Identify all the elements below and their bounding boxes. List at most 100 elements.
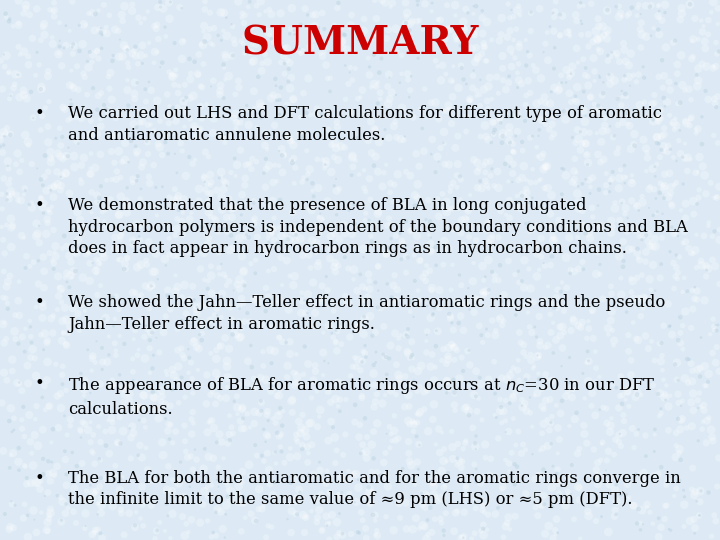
Point: [500, 85, 512, 94]
Point: [215, 168, 227, 177]
Point: [6, 367, 18, 375]
Point: [193, 50, 204, 59]
Point: [123, 509, 135, 517]
Point: [43, 97, 55, 106]
Point: [219, 225, 230, 233]
Point: [320, 157, 332, 165]
Point: [670, 360, 681, 369]
Point: [94, 255, 105, 264]
Point: [480, 132, 492, 141]
Point: [266, 323, 277, 332]
Point: [35, 195, 47, 204]
Point: [286, 73, 297, 82]
Point: [384, 179, 396, 187]
Point: [408, 313, 419, 321]
Point: [168, 251, 179, 260]
Point: [294, 45, 305, 53]
Point: [228, 397, 240, 406]
Point: [100, 441, 112, 450]
Point: [0, 267, 9, 276]
Point: [351, 286, 363, 295]
Point: [180, 309, 192, 318]
Point: [37, 299, 48, 307]
Point: [153, 474, 164, 483]
Point: [607, 381, 618, 390]
Point: [594, 260, 606, 269]
Point: [89, 227, 101, 235]
Point: [498, 316, 509, 325]
Point: [205, 271, 217, 280]
Point: [606, 174, 618, 183]
Point: [689, 488, 701, 496]
Point: [628, 140, 639, 149]
Point: [387, 198, 399, 206]
Point: [676, 415, 688, 423]
Point: [95, 456, 107, 464]
Point: [607, 167, 618, 176]
Point: [45, 314, 57, 323]
Point: [104, 84, 115, 93]
Point: [676, 4, 688, 12]
Point: [44, 249, 55, 258]
Point: [204, 8, 216, 17]
Point: [194, 196, 205, 205]
Point: [137, 501, 148, 509]
Point: [50, 360, 62, 369]
Point: [662, 426, 674, 435]
Point: [276, 281, 288, 289]
Point: [346, 470, 358, 478]
Point: [91, 268, 102, 277]
Point: [249, 219, 261, 228]
Point: [325, 417, 337, 426]
Point: [194, 301, 205, 309]
Point: [383, 214, 395, 222]
Point: [35, 330, 47, 339]
Point: [469, 495, 481, 504]
Point: [93, 259, 104, 267]
Point: [604, 179, 616, 188]
Point: [128, 120, 140, 129]
Point: [317, 9, 328, 17]
Point: [640, 431, 652, 440]
Point: [207, 129, 219, 137]
Point: [564, 89, 575, 98]
Point: [357, 282, 369, 291]
Point: [511, 198, 523, 206]
Point: [649, 172, 661, 181]
Point: [508, 12, 519, 21]
Point: [322, 519, 333, 528]
Point: [184, 215, 196, 224]
Point: [564, 269, 576, 278]
Point: [402, 347, 413, 356]
Point: [274, 96, 286, 104]
Point: [144, 179, 156, 187]
Point: [358, 26, 369, 35]
Point: [399, 132, 410, 141]
Point: [143, 172, 155, 181]
Point: [418, 387, 430, 396]
Point: [98, 100, 109, 109]
Point: [35, 126, 47, 134]
Point: [191, 342, 202, 351]
Point: [167, 72, 179, 81]
Point: [635, 525, 647, 534]
Point: [356, 508, 367, 517]
Point: [99, 205, 111, 214]
Point: [610, 510, 621, 519]
Point: [364, 215, 375, 224]
Point: [87, 352, 99, 360]
Point: [184, 483, 196, 491]
Point: [67, 304, 78, 313]
Point: [333, 39, 345, 48]
Point: [379, 0, 391, 6]
Point: [240, 232, 251, 240]
Point: [536, 502, 548, 510]
Point: [405, 171, 416, 180]
Point: [567, 315, 579, 323]
Point: [291, 350, 302, 359]
Point: [309, 22, 320, 30]
Point: [693, 186, 705, 194]
Point: [514, 11, 526, 19]
Point: [404, 26, 415, 35]
Point: [313, 230, 325, 238]
